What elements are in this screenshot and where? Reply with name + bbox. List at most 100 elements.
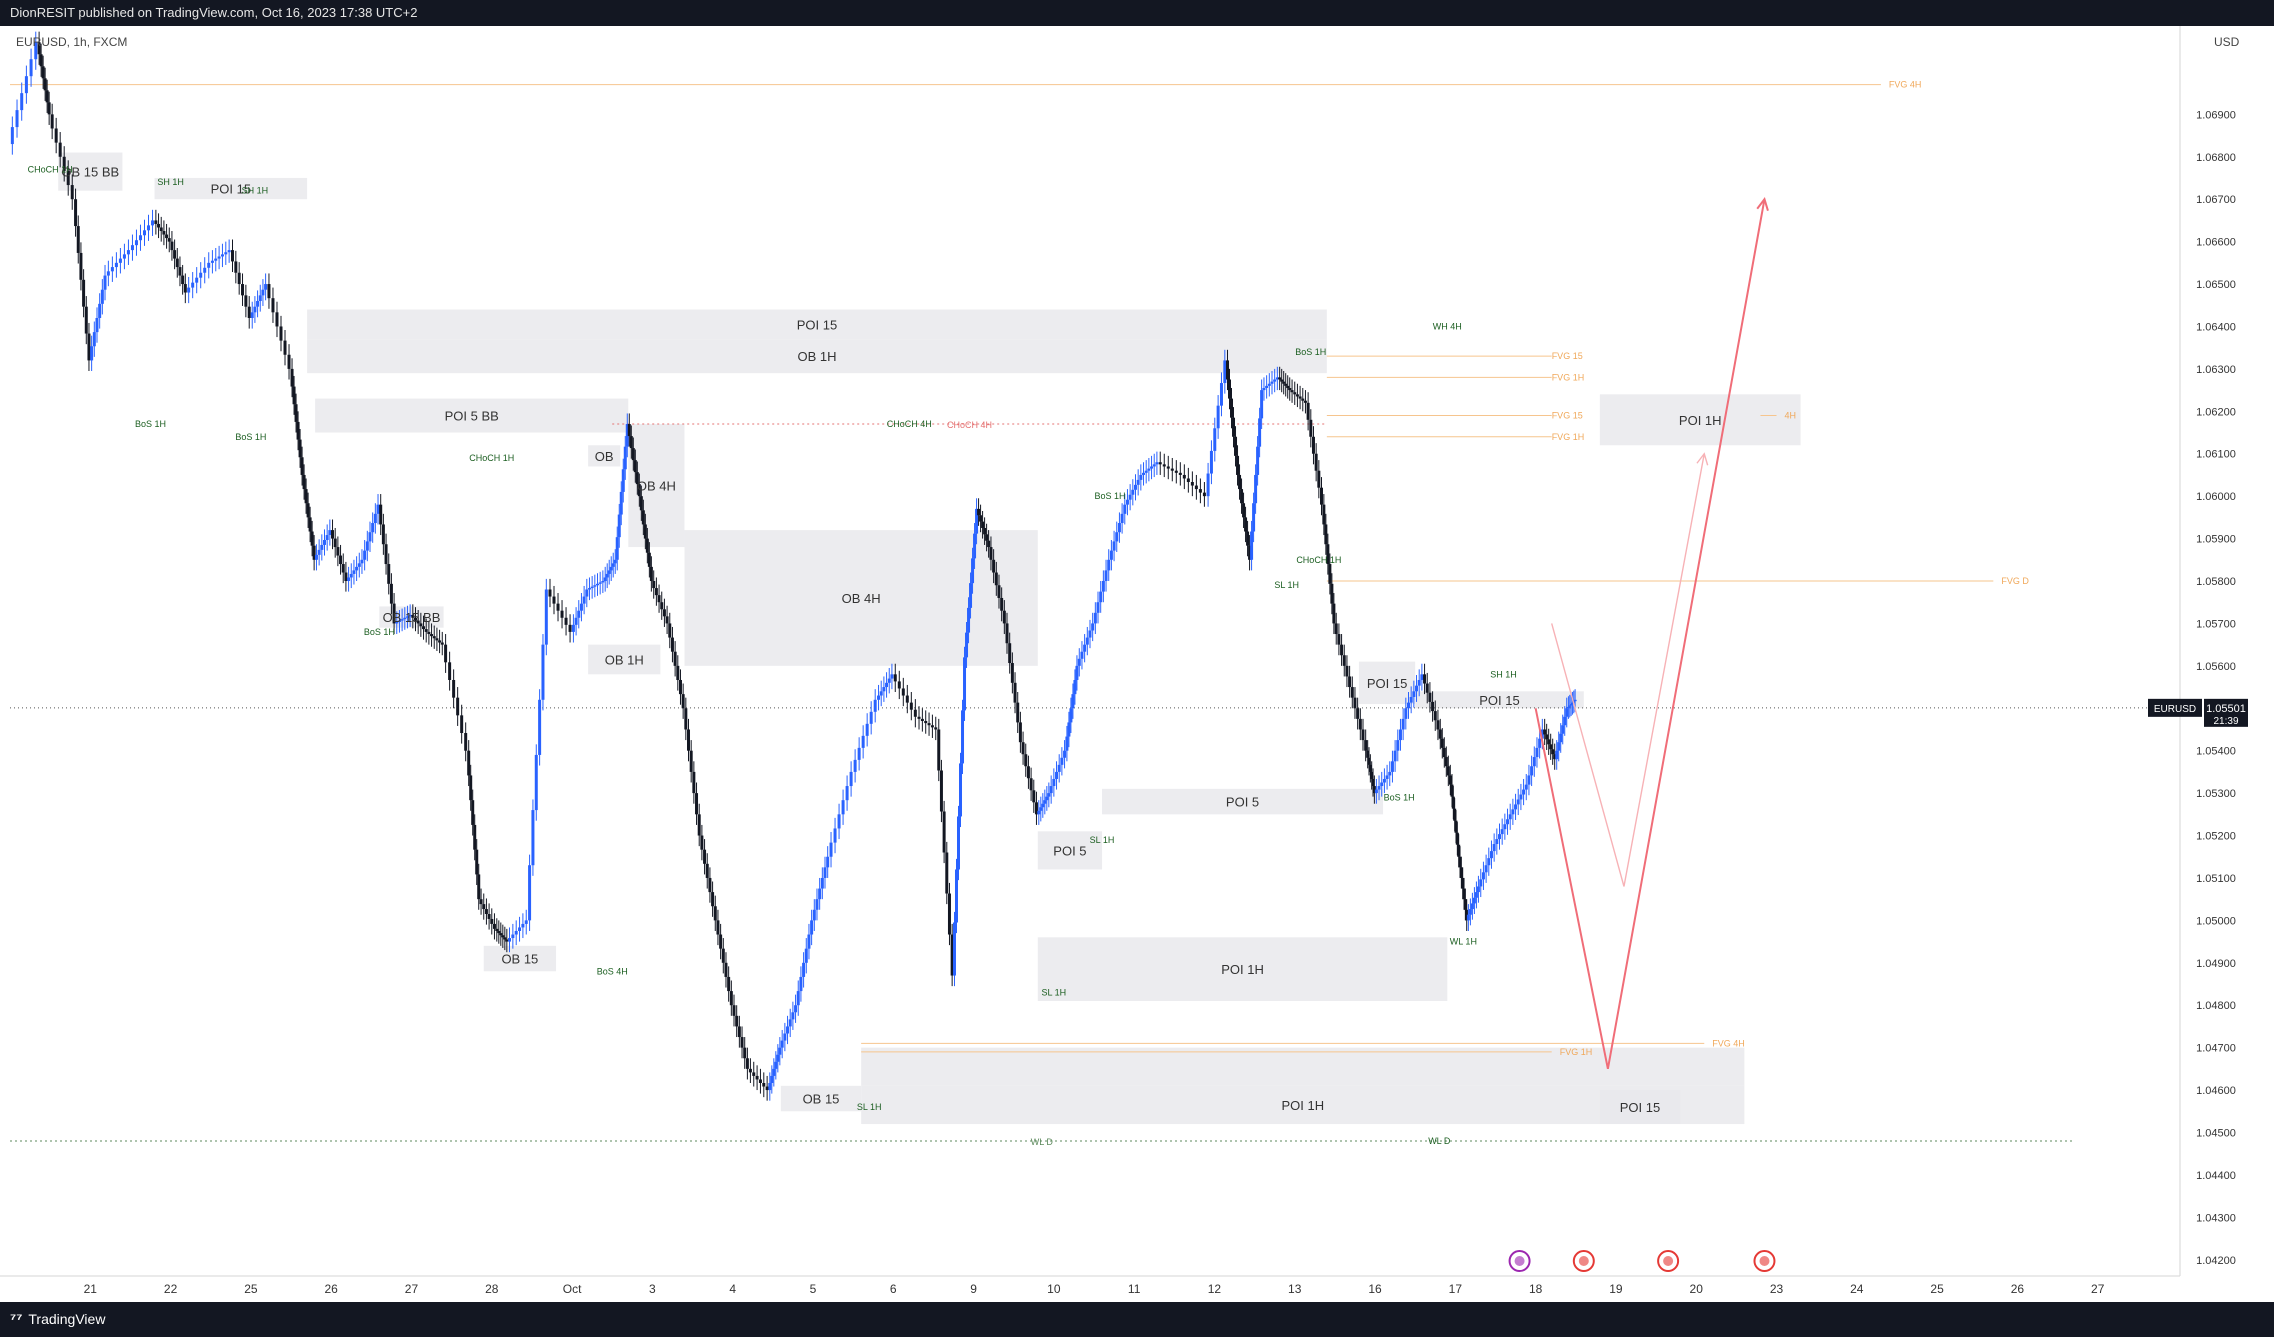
candle-body: [1037, 810, 1041, 815]
candle-body: [499, 933, 503, 936]
candle-body: [560, 610, 564, 618]
candle-body: [118, 258, 122, 263]
candle-body: [1075, 665, 1079, 680]
candle-body: [302, 474, 306, 490]
candle-body: [1457, 844, 1461, 857]
candle-body: [1234, 436, 1238, 456]
candle-body: [768, 1082, 772, 1091]
zone-box: [861, 1085, 1745, 1125]
candle-body: [695, 793, 699, 815]
candle-body: [1273, 379, 1277, 382]
candle-body: [1466, 914, 1470, 921]
candle-body: [807, 934, 811, 949]
candle-body: [582, 596, 586, 604]
candle-body: [611, 563, 615, 567]
y-tick-label: 1.05600: [2196, 661, 2236, 673]
candle-body: [1073, 679, 1077, 695]
candle-body: [1396, 740, 1400, 751]
y-tick-label: 1.05700: [2196, 618, 2236, 630]
candle-body: [1267, 383, 1271, 386]
candle-body: [1334, 623, 1338, 635]
zone-label: OB 1H: [605, 652, 644, 667]
zone-label: OB 15 BB: [383, 610, 441, 625]
candle-body: [678, 679, 682, 695]
candle-body: [490, 918, 494, 924]
x-tick-label: 27: [2091, 1282, 2105, 1296]
candle-body: [979, 515, 983, 522]
candle-body: [1060, 757, 1064, 765]
candle-body: [869, 711, 873, 724]
candle-body: [290, 368, 294, 387]
candle-body: [1248, 545, 1252, 560]
projection-path: [1534, 199, 1766, 1070]
candle-body: [987, 540, 991, 548]
last-price-value: 1.05501: [2206, 703, 2246, 715]
candle-body: [1337, 634, 1341, 645]
candle-body: [1005, 623, 1009, 644]
candle-body: [427, 631, 431, 635]
candle-body: [643, 524, 647, 539]
candle-body: [945, 852, 949, 894]
zone-label: OB 15: [803, 1092, 840, 1107]
zone-label: POI 5 BB: [445, 409, 499, 424]
candle-body: [122, 254, 126, 259]
candle-body: [1358, 718, 1362, 730]
candle-body: [511, 934, 515, 939]
last-price-countdown: 21:39: [2213, 716, 2238, 727]
candle-body: [1024, 754, 1028, 767]
candle-body: [95, 317, 99, 333]
zone-box: [483, 945, 557, 972]
zone-label: POI 15: [797, 317, 837, 332]
candle-body: [1223, 360, 1227, 384]
x-tick-label: 3: [649, 1282, 656, 1296]
candle-body: [487, 914, 491, 919]
y-tick-label: 1.05100: [2196, 873, 2236, 885]
candle-body: [1442, 747, 1446, 758]
candle-body: [849, 771, 853, 787]
candle-body: [1242, 503, 1246, 518]
candle-body: [1142, 472, 1146, 475]
candle-body: [961, 710, 965, 764]
candle-body: [1256, 446, 1260, 475]
candle-body: [1309, 419, 1313, 437]
structure-label: WH 4H: [1433, 321, 1462, 331]
candle-body: [1088, 630, 1092, 638]
candle-body: [170, 241, 174, 251]
candle-body: [54, 128, 58, 143]
candle-body: [1417, 679, 1421, 686]
candle-body: [681, 694, 685, 709]
candle-body: [220, 254, 224, 257]
candle-body: [47, 102, 51, 115]
candle-body: [154, 220, 158, 224]
candle-body: [598, 582, 602, 584]
candle-body: [283, 340, 287, 355]
candle-body: [365, 541, 369, 551]
x-tick-label: 16: [1368, 1282, 1382, 1296]
candle-body: [930, 725, 934, 728]
candle-body: [647, 552, 651, 567]
candle-body: [469, 775, 473, 801]
projection-layer: [1534, 197, 1769, 1070]
levels-layer: [10, 84, 2180, 1142]
candle-body: [1303, 400, 1307, 403]
candle-body: [774, 1061, 778, 1069]
price-chart[interactable]: OB 15 BB POI 15 POI 15 OB 1H POI 5 BB OB OB 4H…: [0, 26, 2274, 1302]
candle-body: [621, 469, 625, 492]
candle-body: [341, 564, 345, 573]
candle-body: [873, 699, 877, 712]
candle-body: [1500, 829, 1504, 835]
candle-body: [845, 786, 849, 801]
candle-body: [596, 583, 600, 586]
tradingview-logo[interactable]: ⁷⁷ TradingView: [10, 1302, 105, 1337]
candle-body: [142, 230, 146, 236]
zone-label: POI 15: [211, 182, 251, 197]
structure-label: BoS 1H: [1295, 347, 1326, 357]
candle-body: [1166, 466, 1170, 469]
y-tick-label: 1.04300: [2196, 1212, 2236, 1224]
candle-body: [897, 681, 901, 689]
x-tick-label: 4: [729, 1282, 736, 1296]
candle-body: [1497, 834, 1501, 840]
candle-body: [256, 301, 260, 307]
candle-body: [1453, 808, 1457, 821]
candle-body: [1240, 489, 1244, 504]
